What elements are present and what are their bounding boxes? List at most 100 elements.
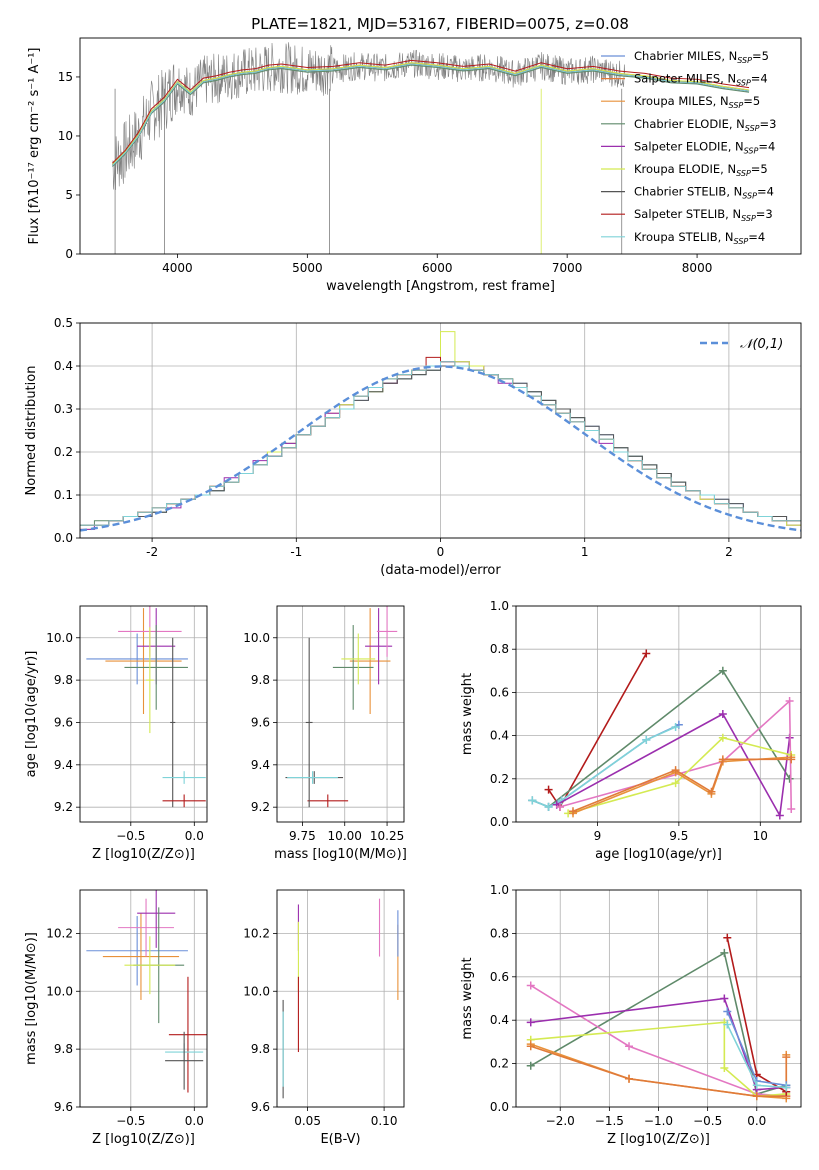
weight-marker: [775, 811, 784, 820]
plot-area: [86, 606, 206, 808]
x-tick-label: 0.0: [185, 1114, 204, 1128]
x-tick-label: 1: [581, 545, 589, 559]
y-tick-label: 9.6: [54, 1100, 73, 1114]
y-tick-label: 9.6: [251, 715, 270, 729]
axes-frame: [79, 37, 802, 255]
weight-marker: [707, 787, 716, 796]
x-tick-label: −0.5: [116, 829, 145, 843]
weight-marker: [752, 1081, 761, 1090]
weight-marker: [642, 735, 651, 744]
y-axis-label: mass weight: [460, 957, 475, 1039]
y-tick-label: 10.0: [46, 631, 73, 645]
weight-marker: [787, 805, 796, 814]
normal-curve-line: [80, 365, 801, 532]
weight-marker: [718, 755, 727, 764]
histogram-step-line: [80, 361, 801, 526]
y-tick-label: 0.2: [490, 772, 509, 786]
weight-marker: [671, 766, 680, 775]
y-tick-label: 9.8: [251, 673, 270, 687]
legend: Chabrier MILES, NSSP=5 Salpeter MILES, NS…: [601, 49, 776, 246]
x-tick-label: 5000: [292, 261, 323, 275]
model-spectrum-line: [112, 62, 750, 165]
weight-marker: [785, 774, 794, 783]
weight-marker: [526, 981, 535, 990]
weight-marker: [671, 779, 680, 788]
model-spectrum-line: [112, 63, 750, 166]
x-tick-label: 10.25: [370, 829, 404, 843]
x-tick-label: -2: [146, 545, 158, 559]
x-axis-label: (data-model)/error: [380, 563, 501, 578]
y-tick-label: 9.6: [54, 715, 73, 729]
y-tick-label: 10.2: [46, 926, 73, 940]
x-axis-label: mass [log10(M/M⊙)]: [274, 847, 407, 862]
weight-marker: [569, 807, 577, 816]
legend-label: Salpeter ELODIE, NSSP=4: [634, 139, 775, 155]
x-axis-label: E(B-V): [320, 1132, 360, 1147]
y-tick-label: 0.8: [490, 642, 509, 656]
weight-marker: [528, 796, 537, 805]
panel-weight_vs_z: −2.0 −1.5 −1.0 −0.5 0.0 0.0 0.2 0.4 0.6 0.8 1.0 Z […: [460, 883, 802, 1147]
y-axis-label: Flux [fλ10⁻¹⁷ erg cm⁻² s⁻¹ A⁻¹]: [27, 48, 42, 245]
plot-area: [528, 649, 796, 820]
weight-marker: [720, 948, 729, 957]
y-tick-label: 0.0: [54, 531, 73, 545]
x-tick-label: 0: [437, 545, 445, 559]
x-tick-label: 6000: [422, 261, 453, 275]
y-tick-label: 0.4: [490, 1013, 509, 1027]
weight-marker: [782, 1053, 791, 1062]
y-tick-label: 9.8: [54, 673, 73, 687]
y-tick-label: 9.4: [251, 758, 270, 772]
x-tick-label: 0.0: [747, 1114, 766, 1128]
axes-frame: [276, 605, 405, 823]
panel-age_vs_z: −0.5 0.0 9.2 9.4 9.6 9.8 10.0 Z [log10(Z/Z⊙)] ag…: [24, 605, 208, 862]
weight-marker: [723, 1020, 732, 1029]
axes-frame: [79, 889, 208, 1108]
legend-label: Salpeter MILES, NSSP=4: [634, 72, 768, 88]
y-tick-label: 10.0: [243, 631, 270, 645]
x-tick-label: 0.0: [185, 829, 204, 843]
legend-label: Chabrier MILES, NSSP=5: [634, 49, 769, 65]
y-tick-label: 0.5: [54, 316, 73, 330]
x-tick-label: -1: [290, 545, 302, 559]
y-tick-label: 0.2: [490, 1057, 509, 1071]
weight-marker: [526, 1042, 535, 1051]
panel-spectrum: 4000 5000 6000 7000 8000 0 5 10 15 wavelength [An…: [27, 37, 802, 294]
plot-area: [80, 331, 801, 532]
x-tick-label: 9.75: [289, 829, 316, 843]
y-axis-label: mass [log10(M/M⊙)]: [24, 932, 39, 1065]
plot-area: [526, 933, 791, 1103]
x-axis-label: wavelength [Angstrom, rest frame]: [326, 279, 555, 294]
x-tick-label: 9.5: [669, 829, 688, 843]
y-tick-label: 0.2: [54, 445, 73, 459]
axes-frame: [276, 889, 405, 1108]
plot-area: [285, 606, 398, 808]
x-axis-label: Z [log10(Z/Z⊙)]: [92, 847, 195, 862]
weight-marker: [642, 649, 651, 658]
y-tick-label: 9.2: [251, 800, 270, 814]
x-tick-label: 7000: [552, 261, 583, 275]
y-tick-label: 0.0: [490, 1100, 509, 1114]
weight-marker: [555, 802, 564, 811]
weight-marker: [544, 785, 553, 794]
x-axis-label: Z [log10(Z/Z⊙)]: [607, 1132, 710, 1147]
weight-line: [572, 756, 792, 815]
y-tick-label: 10.2: [243, 926, 270, 940]
y-tick-label: 0.4: [54, 359, 73, 373]
legend-label: Chabrier ELODIE, NSSP=3: [634, 117, 776, 133]
plot-area: [86, 890, 207, 1093]
x-tick-label: 10.00: [328, 829, 362, 843]
axes-frame: [79, 605, 208, 823]
panel-residuals: -2 -1 0 1 2 0.0 0.1 0.2 0.3 0.4 0.5 (data-model)/er…: [24, 316, 802, 578]
weight-marker: [671, 722, 680, 731]
x-tick-label: −1.0: [644, 1114, 673, 1128]
y-tick-label: 0.4: [490, 729, 509, 743]
weight-marker: [526, 1061, 535, 1070]
panel-age_vs_mass: 9.75 10.00 10.25 9.2 9.4 9.6 9.8 10.0 mass [log1…: [243, 605, 407, 862]
weight-marker: [752, 1092, 761, 1101]
y-tick-label: 9.8: [54, 1042, 73, 1056]
legend-label: 𝒩(0,1): [740, 337, 783, 352]
figure-title: PLATE=1821, MJD=53167, FIBERID=0075, z=0…: [251, 15, 629, 33]
x-tick-label: −1.5: [595, 1114, 624, 1128]
legend-label: Salpeter STELIB, NSSP=3: [634, 207, 773, 223]
